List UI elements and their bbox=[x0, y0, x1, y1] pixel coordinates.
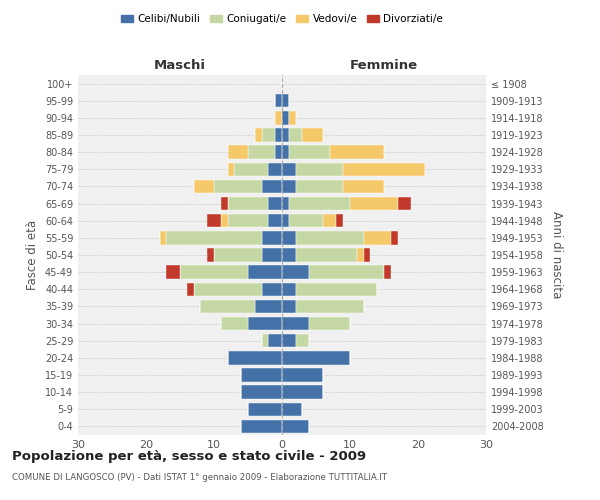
Y-axis label: Fasce di età: Fasce di età bbox=[26, 220, 39, 290]
Bar bbox=[166, 231, 262, 244]
Bar bbox=[275, 146, 282, 159]
Bar bbox=[180, 266, 248, 279]
Bar bbox=[248, 317, 282, 330]
Bar bbox=[227, 197, 268, 210]
Bar bbox=[282, 402, 302, 416]
Bar bbox=[282, 386, 323, 399]
Bar bbox=[296, 282, 377, 296]
Bar bbox=[248, 266, 282, 279]
Bar bbox=[221, 317, 248, 330]
Bar bbox=[282, 420, 309, 433]
Bar bbox=[235, 162, 268, 176]
Legend: Celibi/Nubili, Coniugati/e, Vedovi/e, Divorziati/e: Celibi/Nubili, Coniugati/e, Vedovi/e, Di… bbox=[117, 10, 447, 29]
Bar bbox=[282, 94, 289, 108]
Text: COMUNE DI LANGOSCO (PV) - Dati ISTAT 1° gennaio 2009 - Elaborazione TUTTITALIA.I: COMUNE DI LANGOSCO (PV) - Dati ISTAT 1° … bbox=[12, 472, 387, 482]
Bar bbox=[282, 214, 289, 228]
Bar bbox=[282, 197, 289, 210]
Bar bbox=[296, 300, 364, 313]
Bar bbox=[282, 231, 296, 244]
Text: Femmine: Femmine bbox=[350, 58, 418, 71]
Bar bbox=[248, 146, 275, 159]
Bar bbox=[268, 214, 282, 228]
Bar bbox=[227, 351, 282, 364]
Bar bbox=[289, 146, 329, 159]
Bar bbox=[282, 351, 350, 364]
Bar bbox=[262, 282, 282, 296]
Bar bbox=[241, 368, 282, 382]
Bar bbox=[248, 402, 282, 416]
Bar bbox=[262, 180, 282, 193]
Bar bbox=[282, 146, 289, 159]
Bar bbox=[323, 214, 337, 228]
Bar bbox=[282, 162, 296, 176]
Bar bbox=[207, 248, 214, 262]
Bar bbox=[289, 111, 296, 124]
Bar bbox=[166, 266, 180, 279]
Y-axis label: Anni di nascita: Anni di nascita bbox=[550, 212, 563, 298]
Bar bbox=[227, 146, 248, 159]
Bar bbox=[262, 231, 282, 244]
Bar bbox=[343, 180, 384, 193]
Bar bbox=[364, 248, 370, 262]
Bar bbox=[255, 300, 282, 313]
Bar bbox=[187, 282, 194, 296]
Bar bbox=[262, 334, 268, 347]
Bar bbox=[302, 128, 323, 141]
Bar bbox=[282, 266, 309, 279]
Bar bbox=[255, 128, 262, 141]
Bar bbox=[194, 282, 262, 296]
Bar bbox=[241, 420, 282, 433]
Bar bbox=[275, 94, 282, 108]
Bar bbox=[275, 128, 282, 141]
Bar bbox=[282, 334, 296, 347]
Bar bbox=[282, 180, 296, 193]
Bar bbox=[343, 162, 425, 176]
Bar bbox=[214, 248, 262, 262]
Bar bbox=[275, 111, 282, 124]
Bar bbox=[262, 128, 275, 141]
Bar bbox=[282, 317, 309, 330]
Bar bbox=[227, 162, 235, 176]
Bar bbox=[329, 146, 384, 159]
Bar bbox=[268, 162, 282, 176]
Bar bbox=[289, 214, 323, 228]
Bar bbox=[282, 368, 323, 382]
Bar bbox=[398, 197, 411, 210]
Text: Maschi: Maschi bbox=[154, 58, 206, 71]
Bar bbox=[214, 180, 262, 193]
Bar bbox=[384, 266, 391, 279]
Bar bbox=[289, 197, 350, 210]
Bar bbox=[282, 111, 289, 124]
Bar bbox=[309, 317, 350, 330]
Bar bbox=[309, 266, 384, 279]
Bar bbox=[268, 334, 282, 347]
Bar bbox=[227, 214, 268, 228]
Bar bbox=[296, 180, 343, 193]
Bar bbox=[282, 248, 296, 262]
Bar bbox=[337, 214, 343, 228]
Bar bbox=[207, 214, 221, 228]
Bar bbox=[282, 282, 296, 296]
Bar bbox=[391, 231, 398, 244]
Bar bbox=[289, 128, 302, 141]
Bar bbox=[282, 300, 296, 313]
Bar bbox=[364, 231, 391, 244]
Bar bbox=[282, 128, 289, 141]
Bar bbox=[262, 248, 282, 262]
Bar bbox=[357, 248, 364, 262]
Bar bbox=[160, 231, 166, 244]
Bar bbox=[296, 248, 357, 262]
Bar bbox=[296, 162, 343, 176]
Bar bbox=[350, 197, 398, 210]
Bar bbox=[296, 231, 364, 244]
Bar bbox=[296, 334, 309, 347]
Bar bbox=[268, 197, 282, 210]
Bar bbox=[221, 214, 227, 228]
Bar bbox=[241, 386, 282, 399]
Text: Popolazione per età, sesso e stato civile - 2009: Popolazione per età, sesso e stato civil… bbox=[12, 450, 366, 463]
Bar bbox=[221, 197, 227, 210]
Bar bbox=[200, 300, 255, 313]
Bar bbox=[194, 180, 214, 193]
